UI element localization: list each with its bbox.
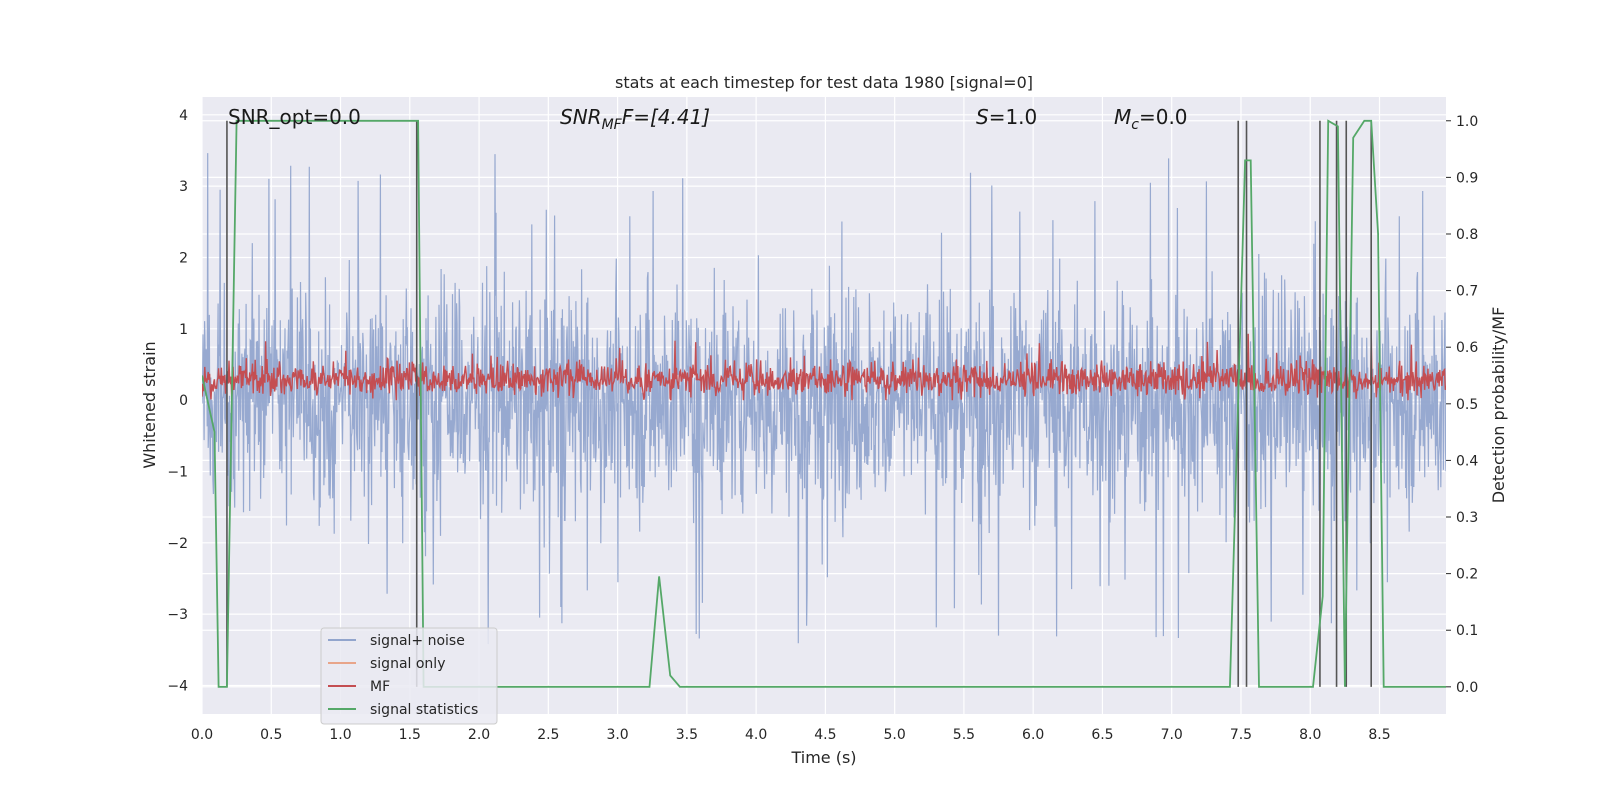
x-tick-label: 6.5 [1091, 727, 1113, 743]
x-tick-label: 3.5 [676, 727, 698, 743]
x-tick-label: 7.5 [1230, 727, 1252, 743]
plot-area [202, 119, 1446, 688]
y2-tick-label: 0.3 [1456, 510, 1478, 526]
x-axis-ticks: 0.0 0.5 1.0 1.5 2.0 2.5 3.0 3.5 4.0 4.5 5.0 5.5 6.0 6… [191, 727, 1391, 743]
legend-label-stats: signal statistics [370, 702, 478, 718]
y2-tick-label: 0.0 [1456, 680, 1478, 696]
y-tick-label: −1 [167, 464, 188, 480]
legend-label-noise: signal+ noise [370, 633, 465, 649]
y-tick-label: 2 [179, 250, 188, 266]
y2-tick-label: 0.6 [1456, 340, 1478, 356]
annotation-snr-mf-sub: MF [602, 117, 623, 133]
legend-box [320, 627, 498, 725]
x-tick-label: 4.5 [814, 727, 836, 743]
signal-statistics-line [202, 119, 1446, 688]
y-tick-label: 4 [179, 108, 188, 124]
y-axis-label: Whitened strain [140, 341, 159, 468]
annotation-s: S=1.0 [976, 105, 1037, 129]
x-tick-label: 8.0 [1299, 727, 1321, 743]
y2-tick-label: 0.7 [1456, 284, 1478, 300]
y-tick-label: −2 [167, 536, 188, 552]
y-tick-label: 3 [179, 179, 188, 195]
x-tick-label: 1.5 [399, 727, 421, 743]
y-tick-label: 0 [179, 393, 188, 409]
x-tick-label: 5.5 [953, 727, 975, 743]
y-tick-label: −3 [167, 607, 188, 623]
legend-label-signal-only: signal only [370, 656, 445, 672]
annotation-mc-base: M [1114, 105, 1131, 129]
x-tick-label: 7.0 [1161, 727, 1183, 743]
x-tick-label: 3.0 [606, 727, 628, 743]
annotation-mc-value: =0.0 [1139, 105, 1188, 129]
annotation-snr-mf-base: SNR [560, 105, 602, 129]
x-tick-label: 8.5 [1368, 727, 1390, 743]
y2-tick-label: 0.8 [1456, 227, 1478, 243]
y2-axis-label: Detection probability/MF [1489, 307, 1508, 504]
annotation-mc: Mc=0.0 [1114, 105, 1188, 133]
x-tick-label: 0.0 [191, 727, 213, 743]
x-tick-label: 4.0 [745, 727, 767, 743]
x-tick-label: 2.5 [537, 727, 559, 743]
annotation-snr-mf: SNRMFF=[4.41] [560, 105, 710, 133]
y2-tick-label: 0.9 [1456, 170, 1478, 186]
annotation-mc-sub: c [1131, 117, 1139, 133]
y-axis-ticks: 4 3 2 1 0 −1 −2 −3 −4 [167, 108, 188, 695]
annotation-s-value: =1.0 [989, 105, 1038, 129]
annotation-s-base: S [976, 105, 989, 129]
annotation-snr-opt: SNR_opt=0.0 [228, 105, 361, 129]
y2-tick-label: 0.2 [1456, 567, 1478, 583]
x-tick-label: 5.0 [884, 727, 906, 743]
y2-tick-label: 0.4 [1456, 453, 1478, 469]
y2-tick-label: 0.1 [1456, 623, 1478, 639]
chart-title: stats at each timestep for test data 198… [615, 73, 1033, 92]
y2-tick-label: 1.0 [1456, 114, 1478, 130]
y2-tick-label: 0.5 [1456, 397, 1478, 413]
series-signal-statistics [202, 119, 1446, 688]
x-tick-label: 1.0 [329, 727, 351, 743]
legend: signal+ noise signal only MF signal stat… [320, 627, 498, 725]
y-tick-label: −4 [167, 678, 188, 694]
x-axis-label: Time (s) [790, 748, 856, 767]
legend-label-mf: MF [370, 679, 390, 695]
x-tick-label: 6.0 [1022, 727, 1044, 743]
x-tick-label: 0.5 [260, 727, 282, 743]
y2-axis-ticks: 1.0 0.9 0.8 0.7 0.6 0.5 0.4 0.3 0.2 0.1 0.0 [1446, 114, 1478, 696]
annotation-snr-mf-value: F=[4.41] [622, 105, 710, 129]
x-tick-label: 2.0 [468, 727, 490, 743]
detection-markers [226, 120, 1372, 687]
y-tick-label: 1 [179, 322, 188, 338]
